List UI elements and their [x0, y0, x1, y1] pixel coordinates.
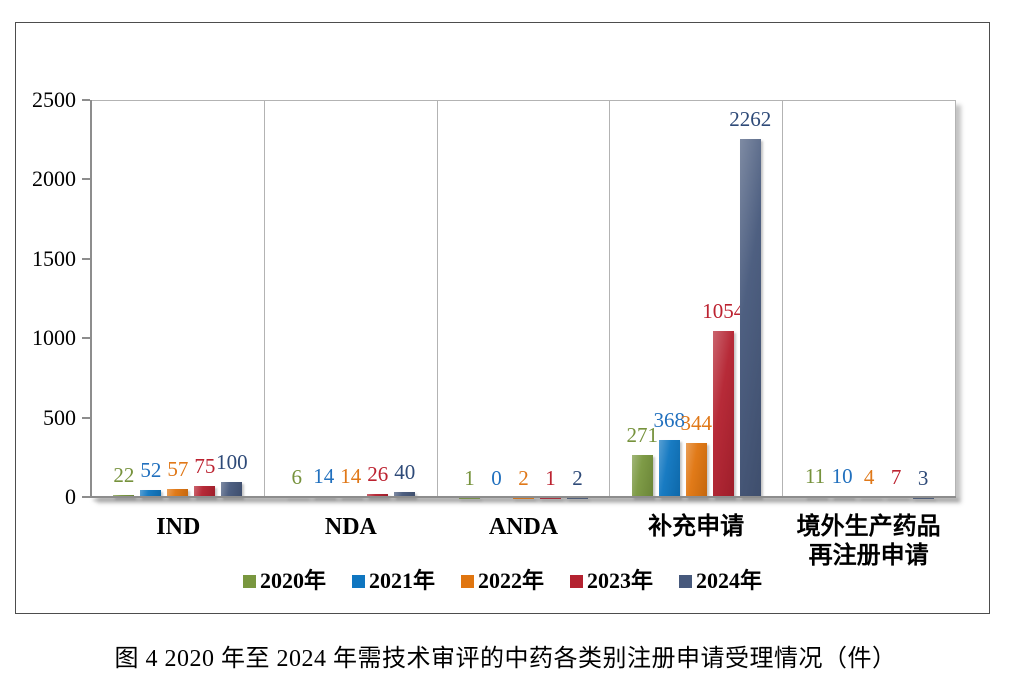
y-axis-tick-label: 2000 — [32, 166, 76, 192]
legend-label: 2022年 — [477, 568, 544, 593]
category-axis-labels: IND NDA ANDA 补充申请 境外生产药品 再注册申请 — [92, 513, 955, 571]
bar-value-label: 368 — [653, 407, 686, 432]
bar-value-label: 0 — [491, 466, 502, 490]
y-axis-tick-label: 1500 — [32, 245, 76, 271]
y-axis-tick-label: 0 — [65, 484, 76, 509]
category-label: NDA — [324, 514, 377, 540]
bar-cluster: 6 14 14 26 40 — [265, 101, 437, 498]
legend-swatch — [679, 574, 693, 588]
bar-value-label: 40 — [394, 459, 416, 484]
bar-cluster: 22 52 57 75 100 — [92, 101, 264, 498]
category-label: 境外生产药品 再注册申请 — [796, 514, 941, 569]
bar-value-label: 22 — [113, 462, 135, 487]
legend-item: 2024年 — [679, 570, 762, 592]
bar: 2262 — [729, 108, 771, 498]
legend-item: 2022年 — [460, 568, 544, 593]
bar-value-label: 271 — [626, 422, 659, 447]
bar-value-label: 344 — [680, 411, 713, 436]
y-axis-tick-label: 2500 — [32, 87, 76, 112]
bar: 271 — [627, 424, 658, 498]
bar-value-label: 100 — [216, 450, 248, 475]
bar-value-label: 14 — [313, 463, 335, 488]
category-group: 22 52 57 75 100 — [92, 101, 265, 498]
bar: 100 — [216, 452, 248, 498]
bar-cluster: 11 10 4 7 3 — [783, 101, 955, 498]
bar: 344 — [681, 413, 712, 498]
bar-value-label: 10 — [831, 464, 853, 489]
y-axis-tick-label: 500 — [43, 404, 76, 430]
category-group: 271 368 344 1054 2262 — [610, 101, 784, 498]
category-label: IND — [156, 514, 201, 540]
bar: 40 — [394, 461, 416, 498]
plot-area: 22 52 57 75 100 6 14 14 26 40 1 0 2 1 2 271 368 344 1054 22… — [92, 100, 956, 498]
category-group: 11 10 4 7 3 — [783, 101, 955, 498]
bar-value-label: 2 — [572, 465, 583, 490]
bar-value-label: 1 — [545, 465, 556, 490]
y-axis-tick-mark — [82, 496, 90, 498]
legend-item: 2021年 — [351, 568, 435, 593]
y-axis-tick-mark — [82, 416, 90, 419]
category-label: ANDA — [488, 514, 559, 540]
category-group: 6 14 14 26 40 — [265, 101, 438, 498]
legend-swatch — [460, 574, 474, 588]
y-axis-tick-mark — [82, 257, 90, 260]
bar-value-label: 57 — [167, 456, 189, 481]
bar: 57 — [167, 458, 189, 498]
bar-value-label: 6 — [291, 465, 302, 490]
chart-frame: 0 500 1000 1500 2000 2500 22 52 57 75 100 6 14 14 26 4… — [15, 22, 990, 614]
bar-value-label: 1054 — [702, 298, 745, 323]
legend-item: 2020年 — [242, 568, 326, 593]
y-axis-tick-mark — [82, 99, 90, 101]
bar-value-label: 2262 — [729, 106, 772, 131]
y-axis-tick-label: 1000 — [32, 325, 76, 351]
legend-label: 2021年 — [368, 568, 435, 593]
legend-label: 2023年 — [587, 568, 654, 593]
bar-value-label: 7 — [890, 464, 902, 489]
legend-swatch — [242, 574, 256, 588]
legend: 2020年 2021年 2022年 2023年 2024年 — [16, 570, 989, 592]
legend-item: 2023年 — [570, 570, 653, 592]
y-axis-tick-mark — [82, 337, 90, 340]
legend-label: 2024年 — [696, 568, 763, 593]
bar-value-label: 3 — [917, 465, 929, 490]
y-axis-tick-mark — [82, 178, 90, 181]
figure-caption: 图 4 2020 年至 2024 年需技术审评的中药各类别注册申请受理情况（件） — [114, 646, 897, 672]
bar: 1054 — [702, 300, 744, 498]
bar-value-label: 52 — [140, 457, 162, 482]
bar: 26 — [367, 463, 389, 498]
category-label: 补充申请 — [648, 514, 745, 540]
bar: 75 — [194, 456, 216, 498]
x-axis-line — [90, 496, 956, 498]
legend-swatch — [570, 574, 583, 588]
bar-value-label: 1 — [464, 465, 475, 490]
bar-value-label: 14 — [340, 463, 362, 488]
bar-value-label: 75 — [194, 454, 216, 479]
bar-value-label: 26 — [367, 461, 389, 486]
bar-value-label: 11 — [804, 464, 826, 489]
y-axis-line — [90, 100, 92, 498]
bar: 52 — [140, 459, 162, 498]
bar-value-label: 2 — [518, 465, 529, 490]
bar-value-label: 4 — [863, 465, 875, 490]
bar-cluster: 271 368 344 1054 2262 — [610, 101, 782, 498]
legend-swatch — [351, 574, 365, 588]
bar: 368 — [654, 409, 685, 498]
legend-label: 2020年 — [259, 568, 326, 593]
